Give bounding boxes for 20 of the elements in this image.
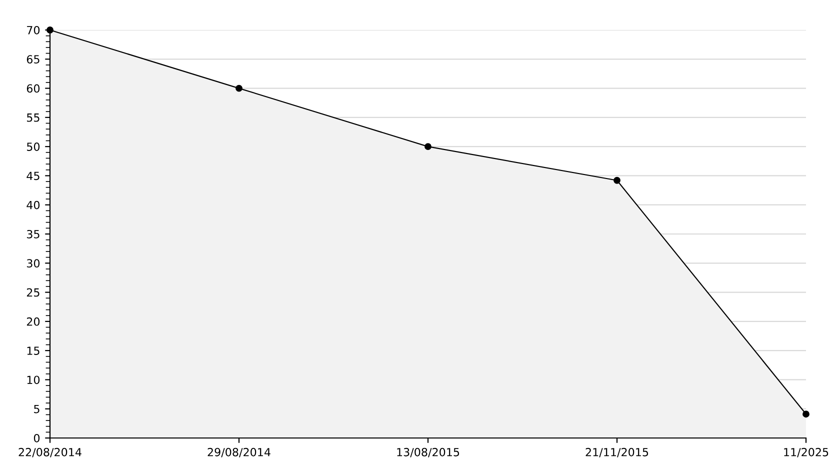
y-tick-label: 70 [27, 26, 40, 34]
y-tick-label: 10 [27, 376, 40, 384]
y-tick-label: 30 [26, 259, 40, 268]
y-tick-label: 55 [26, 114, 40, 122]
y-tick-label: 15 [27, 346, 40, 355]
y-tick-label: 50 [26, 142, 40, 151]
y-tick-label: 60 [26, 84, 40, 93]
y-tick-label: 40 [26, 200, 40, 210]
x-tick-label: 21/11/2015 [586, 448, 648, 458]
y-tick-label: 20 [26, 317, 40, 326]
y-tick-label: 45 [26, 172, 40, 180]
y-tick-label: 5 [34, 404, 40, 414]
x-tick-label: 11/2025 [784, 448, 828, 458]
x-tick-label: 13/08/2015 [397, 448, 460, 458]
x-tick-label: 29/08/2014 [208, 448, 270, 458]
x-tick-label: 22/08/2014 [18, 448, 82, 458]
y-tick-label: 25 [26, 288, 40, 297]
y-tick-label: 35 [26, 230, 40, 238]
y-tick-label: 65 [26, 55, 40, 64]
y-tick-label: 0 [34, 434, 40, 442]
